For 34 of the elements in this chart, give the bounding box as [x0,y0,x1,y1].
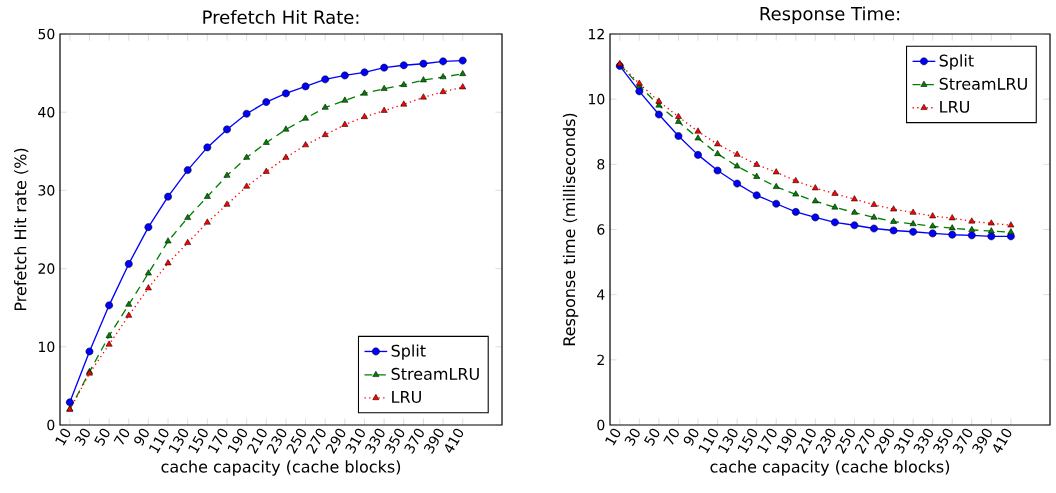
x-tick-label: 10 [55,428,71,446]
y-tick-label: 40 [38,106,55,118]
y-tick-label: 2 [597,354,604,366]
y-tick-label: 10 [39,341,55,353]
legend-label: StreamLRU [939,77,1027,90]
y-tick-label: 30 [38,185,55,196]
y-tick-label: 8 [597,159,605,170]
y-tick-label: 10 [589,93,605,105]
y-tick-label: 20 [38,263,55,274]
x-tick-label: 50 [643,428,660,447]
x-tick-label: 70 [113,428,130,445]
x-axis-title: cache capacity (cache blocks) [710,460,950,476]
y-tick-label: 0 [47,419,55,431]
legend-label: LRU [392,391,421,403]
y-tick-label: 4 [597,289,605,300]
y-tick-label: 50 [38,28,55,40]
y-axis-title: Response time (milliseconds) [562,113,579,346]
x-tick-label: 90 [683,428,699,446]
x-axis-title: cache capacity (cache blocks) [161,460,401,476]
x-tick-label: 50 [94,428,110,447]
legend-label: StreamLRU [391,367,479,380]
legend-label: Split [939,54,974,70]
x-tick-label: 30 [74,428,90,446]
legend-label: LRU [940,100,969,113]
y-axis-title: Prefetch Hit rate (%) [14,148,29,311]
x-tick-label: 90 [134,428,149,446]
chart-title: Prefetch Hit Rate: [203,10,359,24]
legend-label: Split [391,344,426,360]
y-tick-label: 12 [589,28,604,40]
x-tick-label: 70 [663,428,679,445]
x-tick-label: 30 [624,428,640,446]
y-tick-label: 6 [597,224,605,235]
chart-title: Response Time: [760,6,900,24]
y-tick-label: 0 [597,419,605,431]
